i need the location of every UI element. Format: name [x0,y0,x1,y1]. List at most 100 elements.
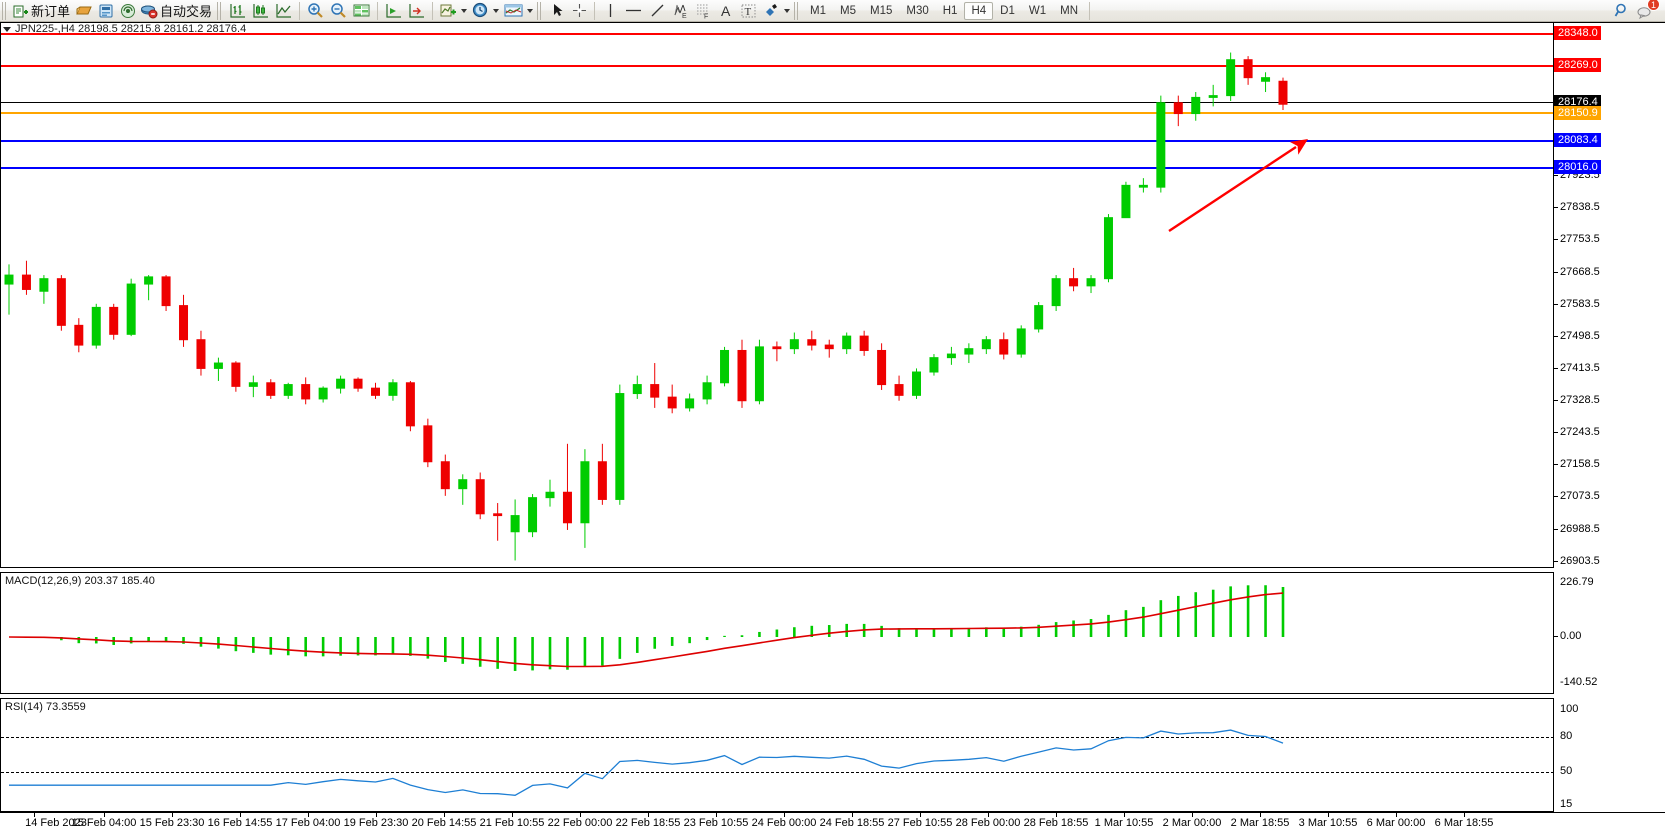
indicators-icon [440,4,457,17]
profiles-button[interactable] [95,1,117,21]
price-tick-label-3: 27668.5 [1560,266,1600,278]
price-pane[interactable]: JPN225-,H4 28198.5 28215.8 28161.2 28176… [0,22,1553,568]
toolbar-grip-2[interactable] [217,1,224,20]
timeframe-d1[interactable]: D1 [1000,4,1015,17]
rsi-axis-label-15: 15 [1560,798,1573,810]
level-line-resistance-upper [1,33,1553,35]
vertical-line-button[interactable] [599,1,621,21]
macd-pane[interactable]: MACD(12,26,9) 203.37 185.40 [0,572,1553,694]
rsi-pane[interactable]: RSI(14) 73.3559 [0,698,1553,812]
chart-window[interactable]: JPN225-,H4 28198.5 28215.8 28161.2 28176… [0,22,1665,838]
time-axis-label-11: 24 Feb 00:00 [751,817,817,829]
cursor-button[interactable] [546,1,568,21]
new-order-label: 新订单 [31,4,71,19]
chart-collapse-icon[interactable] [3,26,11,32]
rsi-axis-label-100: 100 [1560,703,1579,715]
time-tick [376,813,377,817]
time-axis-label-19: 3 Mar 10:55 [1298,817,1358,829]
bar-chart-icon [230,4,246,18]
time-axis[interactable]: 14 Feb 2023 15 Feb 04:00 15 Feb 23:30 16 Fe… [0,812,1665,838]
indicators-dropdown-arrow[interactable] [461,8,468,13]
time-tick [920,813,921,817]
horizontal-line-icon [626,9,642,12]
line-chart-icon [276,4,292,18]
search-button[interactable] [1611,1,1633,21]
price-tick-label-2: 27753.5 [1560,233,1600,245]
signals-button[interactable] [117,1,139,21]
time-tick [1260,813,1261,817]
toolbar-separator-4 [594,1,596,20]
rsi-axis-label-80: 80 [1560,730,1573,742]
price-tag-28150: 28150.9 [1554,106,1601,120]
bar-chart-button[interactable] [226,1,249,21]
price-tick [1553,239,1558,240]
new-order-button[interactable]: 新订单 [11,1,73,21]
text-label-button[interactable]: T [737,1,760,21]
time-tick [308,813,309,817]
price-axis[interactable]: 28348.0 28269.0 28176.4 28150.9 28083.4 … [1553,22,1665,568]
price-tick-label-9: 27158.5 [1560,458,1600,470]
svg-text:E: E [682,13,687,19]
auto-scroll-button[interactable] [405,1,428,21]
folder-icon [76,6,92,14]
timeframe-mn[interactable]: MN [1060,4,1078,17]
level-line-support-lower [1,167,1553,169]
price-tick-label-11: 26988.5 [1560,523,1600,535]
candlestick-chart-button[interactable] [249,1,272,21]
svg-text:T: T [745,6,752,18]
toolbar-grip-3[interactable] [537,1,544,20]
search-icon [1614,3,1626,17]
shift-end-button[interactable] [382,1,405,21]
auto-trading-button[interactable]: 自动交易 [139,1,215,21]
time-tick [648,813,649,817]
timeframe-m15[interactable]: M15 [870,4,893,17]
horizontal-line-button[interactable] [621,1,646,21]
period-dropdown-arrow[interactable] [493,8,500,13]
timeframe-h4[interactable]: H4 [964,1,994,20]
text-icon: A [721,3,731,19]
alerts-button[interactable]: 1 [1633,0,1660,21]
folder-button[interactable] [73,1,95,21]
data-window-button[interactable] [350,1,373,21]
period-button[interactable] [469,1,501,21]
toolbar-grip-4[interactable] [794,1,801,20]
zoom-in-icon [308,3,323,18]
timeframe-h1[interactable]: H1 [942,4,958,17]
zoom-in-button[interactable] [304,1,327,21]
time-tick [1328,813,1329,817]
macd-axis-label-min: -140.52 [1560,676,1598,688]
alert-icon [1637,7,1651,19]
rsi-axis: 100 80 50 15 [1553,698,1665,812]
fibonacci-button[interactable]: F [692,1,715,21]
templates-dropdown-arrow[interactable] [527,8,534,13]
zoom-out-button[interactable] [327,1,350,21]
shapes-button[interactable] [760,1,792,21]
time-axis-label-9: 22 Feb 18:55 [615,817,681,829]
elliott-wave-button[interactable]: E [669,1,692,21]
time-tick [988,813,989,817]
indicators-button[interactable] [437,1,469,21]
trendline-button[interactable] [646,1,669,21]
time-tick [240,813,241,817]
time-tick [784,813,785,817]
shapes-dropdown-arrow[interactable] [784,8,791,13]
auto-trading-icon [141,5,158,18]
level-line-last-price [1,102,1553,103]
toolbar-grip[interactable] [2,1,8,20]
timeframe-m1[interactable]: M1 [810,4,827,17]
auto-scroll-icon [409,4,425,18]
timeframe-m30[interactable]: M30 [906,4,929,17]
timeframe-m5[interactable]: M5 [840,4,856,17]
time-axis-label-12: 24 Feb 18:55 [819,817,885,829]
templates-button[interactable] [501,1,535,21]
toolbar-separator-3 [432,1,434,20]
crosshair-button[interactable] [568,1,590,21]
macd-axis: 226.79 0.00 -140.52 [1553,572,1665,694]
timeframe-w1[interactable]: W1 [1028,4,1047,17]
svg-text:A: A [721,3,731,19]
line-chart-button[interactable] [272,1,295,21]
price-tick [1553,368,1558,369]
time-tick [1396,813,1397,817]
price-tag-28083: 28083.4 [1554,133,1601,147]
text-button[interactable]: A [715,1,737,21]
